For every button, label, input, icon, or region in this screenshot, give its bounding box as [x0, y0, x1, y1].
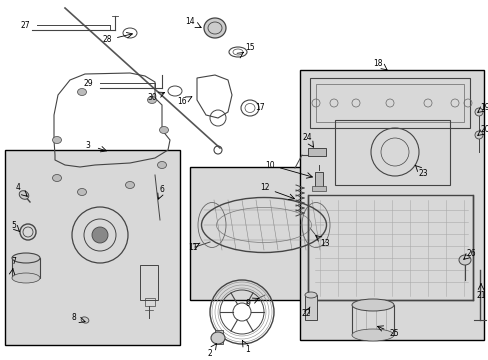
Ellipse shape — [19, 191, 29, 199]
Text: 24: 24 — [302, 132, 311, 141]
Text: 26: 26 — [465, 248, 475, 257]
Circle shape — [92, 227, 108, 243]
Text: 16: 16 — [177, 98, 186, 107]
Bar — [351, 305, 393, 335]
Text: 7: 7 — [12, 256, 17, 266]
Ellipse shape — [12, 273, 40, 283]
Text: 15: 15 — [244, 44, 254, 53]
Ellipse shape — [157, 162, 166, 168]
Text: 5: 5 — [12, 221, 17, 230]
Bar — [190, 167, 334, 300]
Ellipse shape — [474, 131, 482, 139]
Ellipse shape — [351, 299, 393, 311]
Ellipse shape — [77, 189, 86, 195]
Text: 22: 22 — [301, 310, 310, 319]
Text: 3: 3 — [85, 140, 90, 149]
Ellipse shape — [52, 175, 61, 181]
Bar — [334, 120, 449, 185]
Bar — [145, 298, 155, 306]
Text: 28: 28 — [102, 36, 112, 45]
Text: 2: 2 — [207, 348, 212, 357]
Text: 12: 12 — [260, 184, 269, 193]
Bar — [305, 295, 316, 320]
Ellipse shape — [210, 332, 224, 344]
Text: 25: 25 — [388, 328, 398, 338]
Text: 11: 11 — [188, 243, 197, 252]
Bar — [309, 78, 469, 128]
Ellipse shape — [351, 329, 393, 341]
Bar — [215, 330, 223, 344]
Ellipse shape — [159, 126, 168, 134]
Bar — [307, 148, 325, 156]
Ellipse shape — [12, 253, 40, 263]
Text: 20: 20 — [479, 126, 488, 135]
Text: 23: 23 — [417, 168, 427, 177]
Text: 18: 18 — [372, 58, 382, 68]
Ellipse shape — [125, 181, 134, 189]
Text: 14: 14 — [185, 18, 194, 27]
Text: 27: 27 — [20, 21, 30, 30]
Ellipse shape — [147, 96, 156, 104]
Ellipse shape — [77, 89, 86, 95]
Text: 10: 10 — [264, 161, 274, 170]
Bar — [140, 265, 158, 300]
Bar — [315, 84, 463, 122]
Text: 4: 4 — [16, 184, 20, 193]
Text: 30: 30 — [147, 94, 157, 103]
Bar — [12, 258, 40, 278]
Bar — [5, 150, 180, 345]
Text: 6: 6 — [159, 185, 164, 194]
Ellipse shape — [81, 317, 89, 323]
Text: 29: 29 — [83, 78, 93, 87]
Ellipse shape — [203, 18, 225, 38]
Text: 21: 21 — [475, 291, 485, 300]
Ellipse shape — [458, 255, 470, 265]
Text: 19: 19 — [479, 103, 488, 112]
Bar — [314, 172, 323, 188]
Ellipse shape — [305, 292, 316, 298]
Text: 13: 13 — [320, 238, 329, 248]
Text: 9: 9 — [245, 298, 250, 307]
Bar — [311, 186, 325, 191]
Bar — [307, 195, 472, 300]
Text: 1: 1 — [245, 346, 250, 355]
Ellipse shape — [52, 136, 61, 144]
Text: 17: 17 — [255, 104, 264, 112]
Bar — [299, 70, 483, 340]
Text: 8: 8 — [71, 314, 76, 323]
Ellipse shape — [474, 108, 482, 116]
